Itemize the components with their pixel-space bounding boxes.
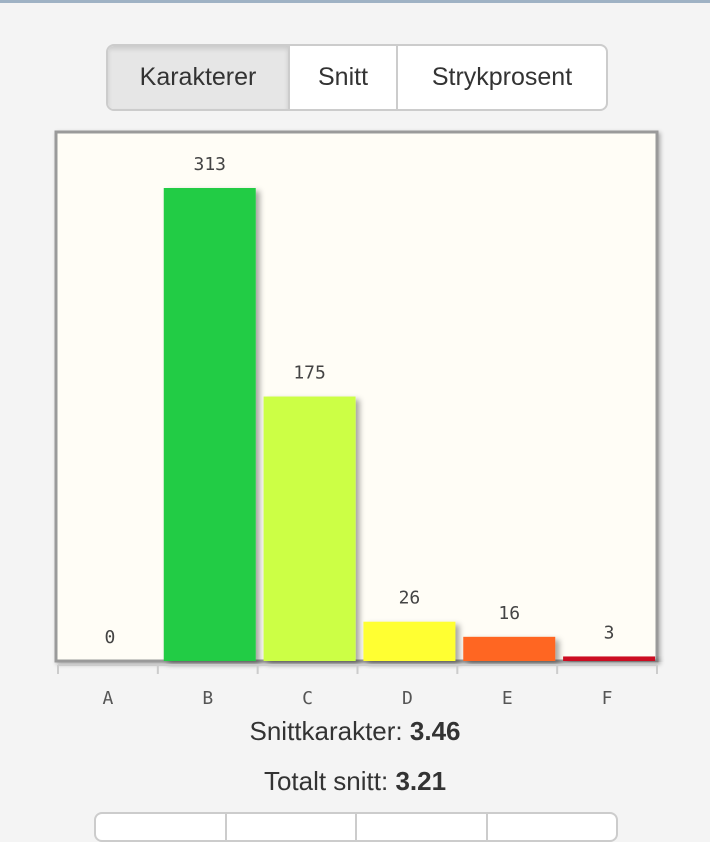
bottom-button-group (94, 812, 618, 842)
data-label-d: 26 (399, 588, 421, 609)
bar-b (163, 188, 256, 661)
bar-d (363, 621, 456, 661)
grade-distribution-chart: 0 313 175 26 16 3 A B C D E F (0, 126, 710, 716)
totalt-snitt-line: Totalt snitt: 3.21 (0, 766, 710, 797)
tab-snitt[interactable]: Snitt (288, 46, 396, 109)
bottom-button-2[interactable] (224, 814, 356, 840)
data-label-a: 0 (104, 627, 115, 648)
bottom-button-4[interactable] (485, 814, 617, 840)
x-tick-label-e: E (502, 688, 513, 709)
tab-strykprosent[interactable]: Strykprosent (396, 46, 606, 109)
x-tick-label-f: F (602, 688, 613, 709)
tab-karakterer[interactable]: Karakterer (108, 46, 288, 109)
totalt-snitt-label: Totalt snitt: (263, 766, 389, 796)
snittkarakter-line: Snittkarakter: 3.46 (0, 716, 710, 747)
x-tick-label-d: D (402, 688, 413, 709)
view-toggle-group: Karakterer Snitt Strykprosent (106, 44, 608, 111)
x-tick-label-b: B (202, 688, 213, 709)
totalt-snitt-value: 3.21 (395, 766, 447, 796)
data-label-e: 16 (498, 603, 520, 624)
top-rule (0, 0, 710, 3)
chart-svg: 0 313 175 26 16 3 A B C D E F (54, 130, 659, 709)
bottom-button-3[interactable] (355, 814, 486, 840)
snittkarakter-value: 3.46 (409, 716, 461, 746)
x-tick-label-a: A (102, 688, 113, 709)
data-label-f: 3 (604, 622, 615, 643)
bar-f (563, 656, 656, 661)
bar-e (463, 636, 556, 661)
bottom-button-1[interactable] (96, 814, 225, 840)
data-label-c: 175 (293, 363, 326, 384)
data-label-b: 313 (193, 154, 226, 175)
x-tick-label-c: C (302, 688, 313, 709)
plot-area (54, 130, 659, 663)
snittkarakter-label: Snittkarakter: (249, 716, 403, 746)
bar-c (263, 396, 356, 661)
